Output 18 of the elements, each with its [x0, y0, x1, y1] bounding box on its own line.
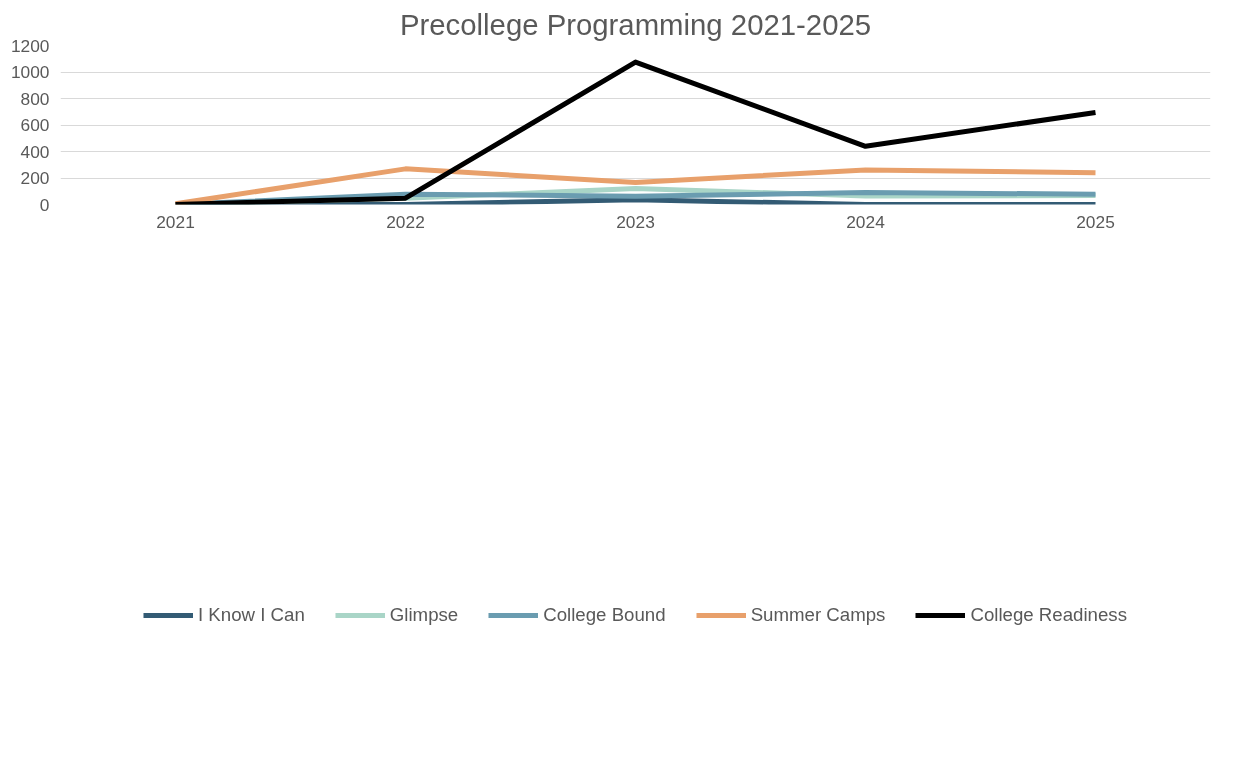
chart-title: Precollege Programming 2021-2025 — [399, 7, 872, 41]
legend-label: I Know I Can — [197, 603, 305, 626]
x-tick-label: 2022 — [386, 211, 425, 232]
y-tick-label: 800 — [20, 88, 50, 109]
y-tick-label: 400 — [20, 141, 50, 162]
y-tick-label: 1200 — [10, 35, 50, 56]
legend-label: College Bound — [543, 603, 666, 626]
y-tick-label: 600 — [20, 115, 50, 135]
y-tick-label: 200 — [20, 168, 50, 188]
y-tick-label: 1000 — [10, 62, 50, 82]
x-tick-label: 2023 — [616, 211, 655, 232]
x-tick-label: 2024 — [846, 211, 886, 232]
legend-label: College Readiness — [970, 603, 1128, 626]
legend-label: Summer Camps — [750, 603, 886, 626]
legend-label: Glimpse — [389, 603, 459, 626]
x-tick-label: 2021 — [156, 211, 195, 232]
y-tick-label: 0 — [39, 194, 50, 215]
x-tick-label: 2025 — [1076, 211, 1115, 232]
